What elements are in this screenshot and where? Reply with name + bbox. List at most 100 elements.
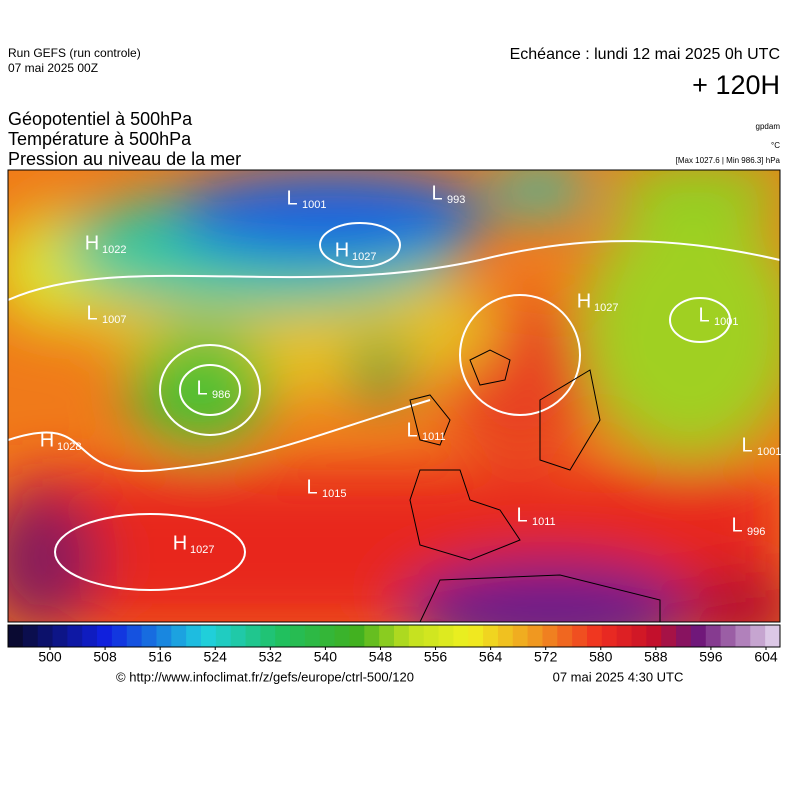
isobars (8, 222, 780, 591)
center-type: H (40, 429, 54, 451)
colorbar-tick-label: 508 (93, 649, 117, 665)
colorbar-swatch (483, 625, 499, 647)
center-value: 993 (447, 194, 465, 206)
center-value: 1027 (352, 251, 376, 263)
colorbar-swatch (22, 625, 39, 647)
colorbar-tick-label: 500 (38, 649, 62, 665)
colorbar-tick-label: 532 (259, 649, 283, 665)
center-type: L (431, 182, 442, 204)
colorbar-tick-label: 524 (204, 649, 228, 665)
valid-time: Echéance : lundi 12 mai 2025 0h UTC (510, 46, 780, 63)
colorbar-swatch (245, 625, 261, 647)
colorbar-swatch (275, 625, 291, 647)
colorbar-swatch (97, 625, 113, 647)
colorbar-swatch (171, 625, 187, 647)
colorbar-swatch (215, 625, 232, 647)
colorbar-swatch (735, 625, 751, 647)
colorbar-swatch (156, 625, 172, 647)
center-value: 1028 (57, 441, 81, 453)
colorbar-swatch (230, 625, 247, 647)
colorbar-swatch (616, 625, 633, 647)
center-type: L (516, 504, 527, 526)
center-value: 1001 (757, 446, 781, 458)
colorbar-tick-label: 556 (424, 649, 448, 665)
title: Température à 500hPa (8, 129, 192, 149)
colorbar-swatch (52, 625, 68, 647)
colorbar-tick-label: 548 (369, 649, 393, 665)
center-value: 1015 (322, 488, 346, 500)
colorbar-swatch (201, 625, 217, 647)
colorbar-swatch (750, 625, 766, 647)
colorbar-swatch (423, 625, 440, 647)
colorbar-swatch (304, 625, 321, 647)
colorbar-swatch (765, 625, 781, 647)
center-value: 996 (747, 526, 765, 538)
colorbar-swatch (111, 625, 128, 647)
center-value: 1011 (422, 431, 446, 443)
colorbar-swatch (319, 625, 336, 647)
center-type: L (731, 514, 742, 536)
run-date: 07 mai 2025 00Z (8, 61, 98, 75)
colorbar: 500 508 516 524 532 540 548 556 564 572 580 588 596 6… (7, 624, 781, 665)
colorbar-swatch (364, 625, 380, 647)
source: © http://www.infoclimat.fr/z/gefs/europe… (116, 669, 414, 684)
map (8, 170, 780, 622)
colorbar-swatch (676, 625, 692, 647)
colorbar-swatch (394, 625, 410, 647)
map-frame (7, 169, 781, 623)
center-value: 1007 (102, 314, 126, 326)
colorbar-swatch (260, 625, 276, 647)
title: Pression au niveau de la mer (8, 149, 241, 169)
colorbar-frame (7, 624, 781, 648)
lead-time: + 120H (692, 70, 780, 100)
center-type: L (698, 304, 709, 326)
generated: 07 mai 2025 4:30 UTC (553, 669, 684, 684)
colorbar-swatch (334, 625, 350, 647)
center-type: H (577, 290, 591, 312)
colorbar-tick-label: 540 (314, 649, 338, 665)
center-value: 1027 (190, 544, 214, 556)
colorbar-swatch (690, 625, 707, 647)
center-value: 1011 (532, 516, 556, 528)
colorbar-swatch (141, 625, 157, 647)
colorbar-swatch (408, 625, 425, 647)
colorbar-swatch (453, 625, 469, 647)
colorbar-swatch (438, 625, 454, 647)
title: Géopotentiel à 500hPa (8, 109, 193, 129)
colorbar-swatch (512, 625, 529, 647)
colorbar-tick-label: 604 (754, 649, 778, 665)
center-type: H (335, 239, 349, 261)
colorbar-tick-label: 596 (699, 649, 723, 665)
colorbar-swatch (720, 625, 736, 647)
center-type: L (286, 187, 297, 209)
unit: °C (771, 141, 780, 150)
colorbar-swatch (661, 625, 677, 647)
colorbar-swatch (290, 625, 306, 647)
colorbar-swatch (557, 625, 573, 647)
colorbar-swatch (542, 625, 558, 647)
unit: gpdam (756, 122, 781, 131)
colorbar-swatch (646, 625, 662, 647)
center-type: H (85, 232, 99, 254)
center-value: 1027 (594, 302, 618, 314)
colorbar-swatch (631, 625, 647, 647)
center-value: 986 (212, 389, 230, 401)
colorbar-swatch (186, 625, 202, 647)
coastlines (409, 349, 661, 622)
run: Run GEFS (run controle) (8, 46, 141, 60)
colorbar-swatch (349, 625, 365, 647)
colorbar-tick-label: 564 (479, 649, 503, 665)
center-type: H (173, 532, 187, 554)
colorbar-swatch (379, 625, 395, 647)
colorbar-tick-label: 572 (534, 649, 558, 665)
colorbar-swatch (468, 625, 484, 647)
colorbar-tick-label: 588 (644, 649, 668, 665)
colorbar-tick-label: 516 (148, 649, 172, 665)
unit: [Max 1027.6 | Min 986.3] hPa (676, 156, 781, 165)
colorbar-swatch (37, 625, 54, 647)
colorbar-swatch (82, 625, 98, 647)
center-value: 1022 (102, 244, 126, 256)
colorbar-tick-label: 580 (589, 649, 613, 665)
